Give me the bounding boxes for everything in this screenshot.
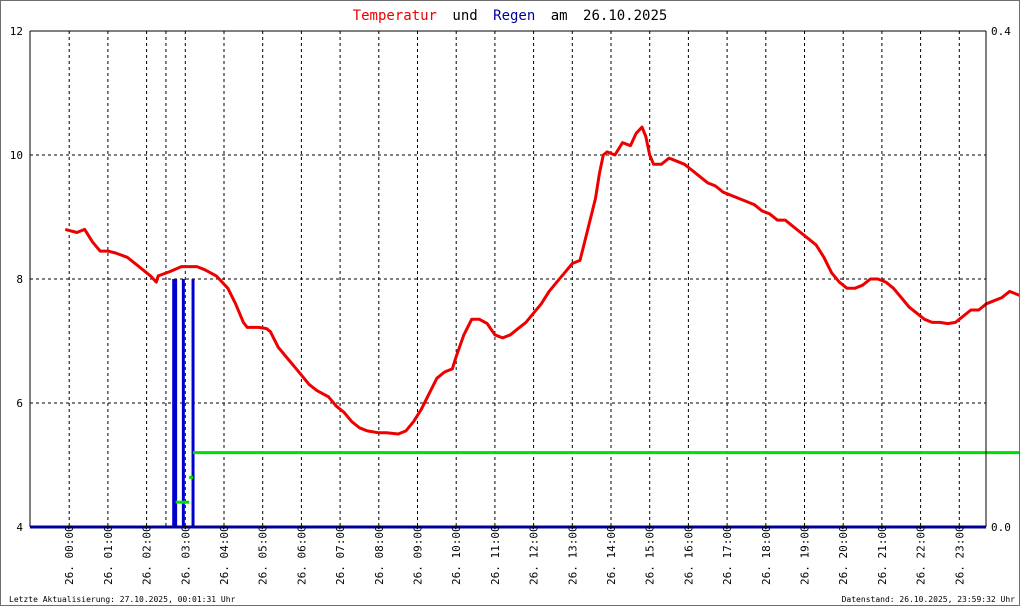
grid-lines bbox=[30, 31, 986, 527]
y-tick-labels: 4 6 8 10 12 0.0 0.4 bbox=[10, 25, 1011, 534]
x-tick-label: 26. 18:00 bbox=[760, 525, 773, 585]
chart-title: Temperatur und Regen am 26.10.2025 bbox=[353, 8, 668, 24]
title-and: und bbox=[452, 8, 477, 24]
y-tick-label-left: 8 bbox=[16, 273, 23, 286]
x-tick-label: 26. 16:00 bbox=[682, 525, 695, 585]
x-tick-label: 26. 13:00 bbox=[566, 525, 579, 585]
title-rain: Regen bbox=[493, 8, 535, 24]
x-tick-label: 26. 12:00 bbox=[528, 525, 541, 585]
title-am: am bbox=[551, 8, 568, 24]
x-tick-label: 26. 06:00 bbox=[295, 525, 308, 585]
x-tick-label: 26. 09:00 bbox=[412, 525, 425, 585]
y-tick-label-right: 0.0 bbox=[991, 521, 1011, 534]
title-temperature: Temperatur bbox=[353, 8, 437, 24]
title-date: 26.10.2025 bbox=[583, 8, 667, 24]
x-tick-label: 26. 05:00 bbox=[257, 525, 270, 585]
x-tick-label: 26. 11:00 bbox=[489, 525, 502, 585]
x-tick-label: 26. 00:00 bbox=[63, 525, 76, 585]
x-tick-label: 26. 03:00 bbox=[179, 525, 192, 585]
x-tick-label: 26. 20:00 bbox=[837, 525, 850, 585]
x-tick-label: 26. 08:00 bbox=[373, 525, 386, 585]
x-tick-label: 26. 10:00 bbox=[450, 525, 463, 585]
x-tick-label: 26. 17:00 bbox=[721, 525, 734, 585]
x-tick-label: 26. 01:00 bbox=[102, 525, 115, 585]
y-tick-label-right: 0.4 bbox=[991, 25, 1011, 38]
x-tick-label: 26. 14:00 bbox=[605, 525, 618, 585]
y-tick-label-left: 12 bbox=[10, 25, 23, 38]
y-tick-label-left: 10 bbox=[10, 149, 23, 162]
footer-data-state: Datenstand: 26.10.2025, 23:59:32 Uhr bbox=[842, 595, 1016, 604]
rain-total-series bbox=[175, 451, 1019, 504]
footer-last-update: Letzte Aktualisierung: 27.10.2025, 00:01… bbox=[9, 595, 236, 604]
x-tick-label: 26. 21:00 bbox=[876, 525, 889, 585]
x-tick-label: 26. 19:00 bbox=[799, 525, 812, 585]
x-tick-label: 26. 15:00 bbox=[644, 525, 657, 585]
x-tick-labels: 26. 00:00 26. 01:00 26. 02:00 26. 03:00 26. … bbox=[63, 525, 966, 585]
axes bbox=[29, 30, 987, 529]
y-tick-label-left: 4 bbox=[16, 521, 23, 534]
x-tick-label: 26. 07:00 bbox=[334, 525, 347, 585]
temperature-series bbox=[64, 125, 1019, 436]
y-tick-label-left: 6 bbox=[16, 397, 23, 410]
x-tick-label: 26. 04:00 bbox=[218, 525, 231, 585]
temperature-line bbox=[64, 125, 1019, 436]
x-tick-label: 26. 02:00 bbox=[141, 525, 154, 585]
x-tick-label: 26. 22:00 bbox=[915, 525, 928, 585]
x-tick-label: 26. 23:00 bbox=[953, 525, 966, 585]
rain-series bbox=[172, 279, 195, 527]
